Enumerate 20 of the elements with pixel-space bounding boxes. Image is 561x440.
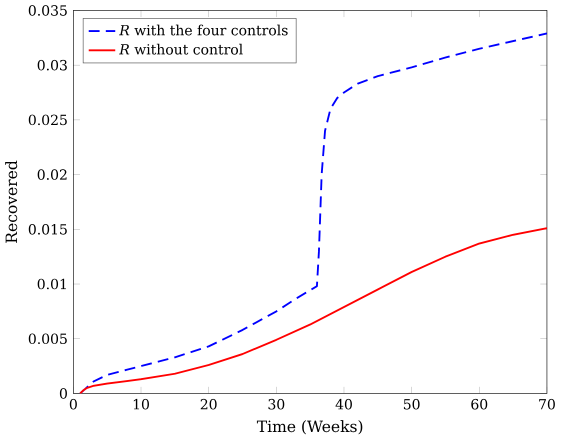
y-tick-label: 0.02 [38, 170, 67, 180]
legend-label: R with the four controls [119, 24, 288, 36]
y-axis-title: Recovered [5, 160, 18, 244]
y-tick-label: 0 [60, 388, 67, 399]
x-tick-label: 50 [404, 399, 420, 410]
legend-label: R without control [119, 44, 243, 55]
x-tick-label: 10 [134, 399, 149, 410]
x-tick-label: 30 [268, 399, 284, 410]
y-tick-label: 0.03 [38, 60, 67, 71]
x-tick-label: 40 [336, 399, 352, 410]
y-tick-label: 0.025 [28, 114, 67, 126]
x-tick-label: 20 [200, 399, 217, 410]
y-tick-label: 0.01 [38, 278, 66, 290]
y-tick-label: 0.015 [28, 224, 67, 235]
x-tick-label: 0 [70, 399, 77, 410]
x-tick-label: 60 [471, 399, 488, 410]
x-tick-label: 70 [539, 399, 555, 410]
y-tick-label: 0.035 [28, 5, 67, 16]
y-tick-label: 0.005 [28, 334, 67, 344]
x-axis-title: Time (Weeks) [256, 420, 362, 435]
